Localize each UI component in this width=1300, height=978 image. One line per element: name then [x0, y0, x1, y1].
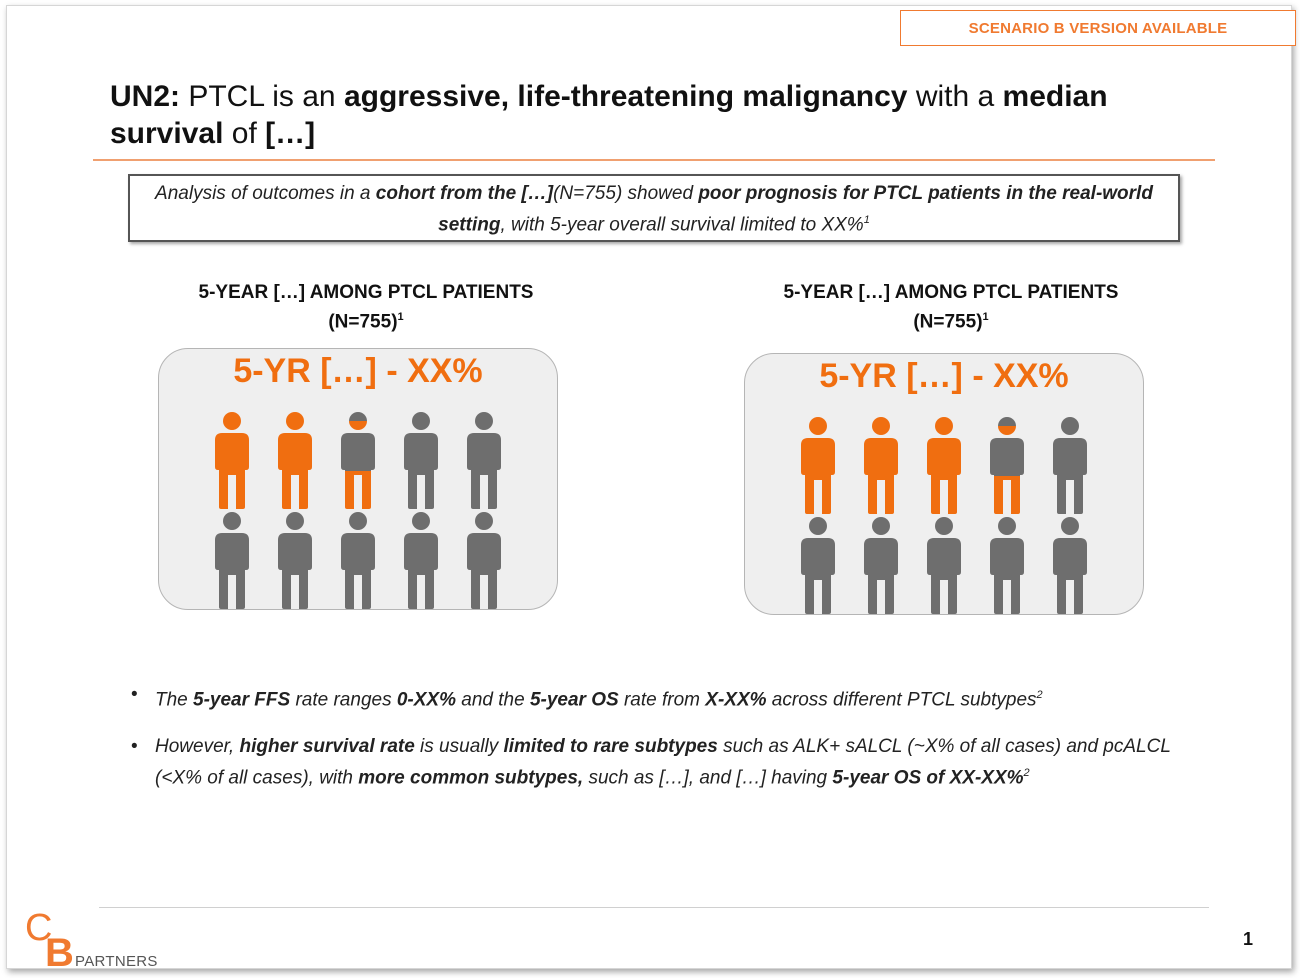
person-icon — [278, 412, 312, 509]
key-finding-callout: Analysis of outcomes in a cohort from th… — [128, 174, 1180, 242]
person-icon — [1053, 517, 1087, 614]
person-icon — [864, 517, 898, 614]
scenario-badge: SCENARIO B VERSION AVAILABLE — [900, 10, 1296, 46]
person-icon — [927, 517, 961, 614]
survival-graphic-right: 5-YR […] - XX% — [744, 353, 1144, 615]
survival-percent-label: 5-YR […] - XX% — [233, 352, 483, 390]
survival-percent-label: 5-YR […] - XX% — [819, 357, 1069, 395]
panel-heading-title: 5-YEAR […] AMONG PTCL PATIENTS — [783, 282, 1119, 303]
person-icon — [927, 417, 961, 514]
panel-heading-title: 5-YEAR […] AMONG PTCL PATIENTS — [198, 282, 534, 303]
person-icon — [1053, 417, 1087, 514]
person-icon — [215, 512, 249, 609]
person-icon — [990, 417, 1024, 514]
survival-graphic-left: 5-YR […] - XX% — [158, 348, 558, 610]
person-icon — [404, 412, 438, 509]
panel-heading-right: 5-YEAR […] AMONG PTCL PATIENTS (N=755)1 — [731, 280, 1171, 334]
person-icon — [801, 517, 835, 614]
bullet-item: • However, higher survival rate is usuall… — [131, 736, 1171, 789]
person-icon — [404, 512, 438, 609]
person-icon — [215, 412, 249, 509]
person-icon — [341, 512, 375, 609]
bullet-dot: • — [131, 684, 138, 705]
slide-title: UN2: PTCL is an aggressive, life-threate… — [110, 80, 1108, 150]
person-icon — [278, 512, 312, 609]
person-icon — [467, 412, 501, 509]
person-icon — [990, 517, 1024, 614]
person-icon — [801, 417, 835, 514]
person-icon — [341, 412, 375, 509]
bullet-item: • The 5-year FFS rate ranges 0-XX% and th… — [131, 684, 1043, 711]
person-icon — [467, 512, 501, 609]
bullet-list: • The 5-year FFS rate ranges 0-XX% and th… — [127, 682, 1187, 813]
person-icon — [864, 417, 898, 514]
footer-divider — [99, 907, 1209, 908]
panel-heading-left: 5-YEAR […] AMONG PTCL PATIENTS (N=755)1 — [146, 280, 586, 334]
panel-heading-n: (N=755)1 — [913, 311, 989, 333]
slide: SCENARIO B VERSION AVAILABLE UN2: PTCL i… — [6, 5, 1296, 975]
page-number: 1 — [1243, 929, 1254, 949]
cb-partners-logo: C B PARTNERS — [25, 907, 158, 975]
panel-heading-n: (N=755)1 — [328, 311, 404, 333]
bullet-dot: • — [131, 736, 138, 758]
title-divider — [93, 159, 1215, 161]
